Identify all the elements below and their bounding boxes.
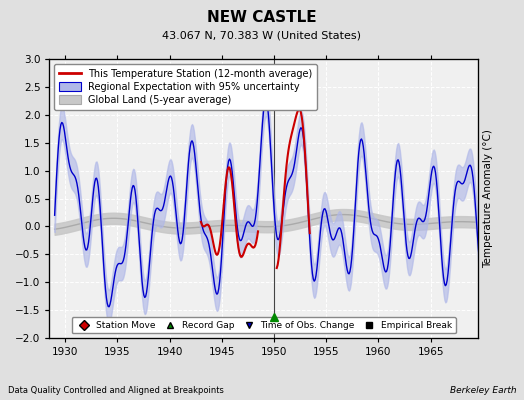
Text: 43.067 N, 70.383 W (United States): 43.067 N, 70.383 W (United States): [162, 30, 362, 40]
Text: NEW CASTLE: NEW CASTLE: [207, 10, 317, 25]
Legend: Station Move, Record Gap, Time of Obs. Change, Empirical Break: Station Move, Record Gap, Time of Obs. C…: [72, 317, 455, 334]
Text: Berkeley Earth: Berkeley Earth: [450, 386, 516, 395]
Text: Data Quality Controlled and Aligned at Breakpoints: Data Quality Controlled and Aligned at B…: [8, 386, 224, 395]
Y-axis label: Temperature Anomaly (°C): Temperature Anomaly (°C): [483, 129, 493, 268]
